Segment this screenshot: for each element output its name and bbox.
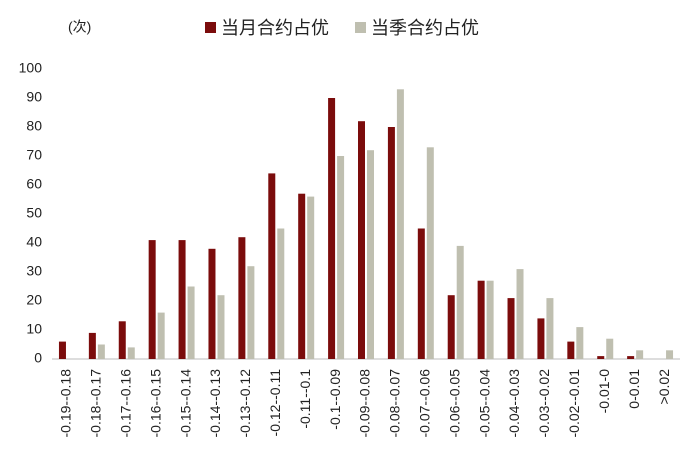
- bar: [606, 338, 614, 359]
- x-tick-label: -0.09--0.08: [357, 369, 373, 438]
- x-tick-label: >0.02: [656, 369, 672, 405]
- bar: [208, 248, 216, 359]
- bar: [277, 228, 285, 359]
- y-tick-label: 50: [26, 205, 42, 221]
- y-tick-label: 60: [26, 176, 42, 192]
- legend-swatch: [355, 22, 366, 33]
- bar: [477, 280, 485, 359]
- bar: [358, 121, 365, 359]
- legend-label: 当季合约占优: [371, 18, 479, 38]
- bar: [507, 298, 515, 359]
- x-tick-label: -0.01-0: [596, 369, 612, 414]
- x-tick-label: 0-0.01: [626, 369, 642, 409]
- legend-label: 当月合约占优: [221, 18, 329, 38]
- bar: [328, 98, 336, 359]
- x-tick-label: -0.05--0.04: [476, 369, 492, 438]
- bar: [537, 318, 545, 359]
- bar: [516, 269, 524, 359]
- y-tick-label: 0: [34, 350, 42, 366]
- x-tick-label: -0.08--0.07: [387, 369, 403, 438]
- x-tick-label: -0.07--0.06: [417, 369, 433, 438]
- bar: [426, 147, 434, 359]
- bar: [247, 266, 255, 359]
- bar: [367, 150, 374, 359]
- y-tick-label: 80: [26, 118, 42, 134]
- bar: [217, 295, 225, 359]
- bar: [456, 245, 464, 359]
- bar: [307, 196, 315, 359]
- x-tick-label: -0.13--0.12: [237, 369, 253, 438]
- bar: [268, 173, 276, 359]
- bar: [298, 193, 306, 359]
- x-tick-label: -0.19--0.18: [58, 369, 74, 438]
- x-tick-label: -0.14--0.13: [207, 369, 223, 438]
- y-unit-label: (次): [68, 19, 91, 35]
- y-tick-label: 20: [26, 292, 42, 308]
- bar: [238, 237, 246, 359]
- bar: [546, 298, 554, 359]
- bar: [58, 341, 66, 359]
- bar: [567, 341, 575, 359]
- y-tick-label: 70: [26, 147, 42, 163]
- bar: [127, 347, 135, 359]
- bar: [396, 89, 404, 360]
- y-tick-label: 40: [26, 234, 42, 250]
- x-tick-label: -0.06--0.05: [446, 369, 462, 438]
- bar: [576, 327, 584, 359]
- bar: [387, 127, 395, 359]
- x-tick-label: -0.02--0.01: [566, 369, 582, 438]
- bar: [337, 156, 345, 359]
- bar: [627, 356, 635, 359]
- x-tick-label: -0.11--0.1: [297, 369, 313, 429]
- x-tick-label: -0.17--0.16: [117, 369, 133, 438]
- x-tick-label: -0.12--0.11: [267, 369, 283, 437]
- bar: [178, 240, 186, 359]
- x-tick-label: -0.04--0.03: [506, 369, 522, 438]
- y-tick-label: 10: [26, 321, 42, 337]
- bar: [148, 240, 156, 359]
- y-tick-label: 90: [26, 89, 42, 105]
- bar: [118, 321, 126, 359]
- x-tick-label: -0.03--0.02: [536, 369, 552, 438]
- x-tick-label: -0.16--0.15: [147, 369, 163, 438]
- x-tick-label: -0.1--0.09: [327, 369, 343, 430]
- bar: [486, 280, 494, 359]
- x-tick-label: -0.15--0.14: [177, 369, 193, 438]
- bar: [447, 295, 455, 359]
- bar: [97, 344, 105, 359]
- bar: [597, 356, 605, 359]
- bar: [636, 350, 644, 359]
- y-tick-label: 30: [26, 263, 42, 279]
- bar: [187, 286, 195, 359]
- bar: [88, 332, 96, 359]
- x-tick-label: -0.18--0.17: [88, 369, 104, 438]
- legend-swatch: [205, 22, 216, 33]
- y-tick-label: 100: [19, 60, 43, 76]
- bar: [417, 228, 425, 359]
- bar: [157, 312, 165, 359]
- bar: [666, 350, 674, 359]
